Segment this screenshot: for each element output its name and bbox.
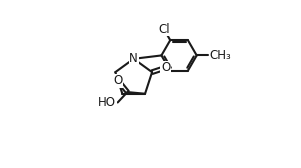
Text: HO: HO [98,96,116,109]
Text: CH₃: CH₃ [209,49,231,62]
Text: O: O [161,61,170,74]
Text: O: O [113,74,123,87]
Text: N: N [129,52,138,65]
Text: Cl: Cl [158,23,170,36]
